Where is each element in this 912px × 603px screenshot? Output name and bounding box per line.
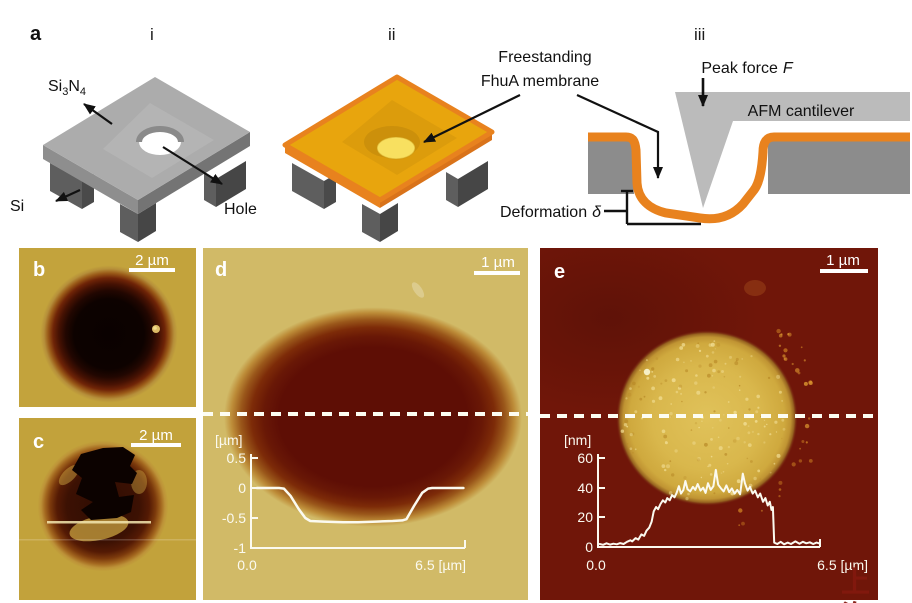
si-leg	[50, 163, 82, 209]
height-profile-line	[255, 486, 465, 524]
si-leg-side	[216, 161, 246, 207]
deformation-label: Deformation δ	[500, 204, 602, 221]
height-profile-chart-d: [µm] 0.5 0 -0.5 -1 0.0 6.5 [µm]	[215, 432, 466, 573]
afm-image-c: c 2 µm	[19, 418, 196, 600]
background-smudge	[744, 280, 766, 296]
afm-image-b: b 2 µm	[19, 248, 196, 407]
panel-c-label: c	[33, 431, 44, 453]
scale-bar	[131, 443, 181, 447]
scale-bar-label: 2 µm	[139, 427, 173, 444]
si3n4-arrow	[83, 103, 113, 125]
si-leg-side	[324, 174, 336, 209]
membrane-covered-hole	[221, 305, 525, 529]
membrane-label-line1: Freestanding	[498, 49, 591, 66]
si-leg	[120, 204, 138, 242]
y-tick-label: -1	[234, 540, 247, 556]
peak-force-label: Peak force F	[701, 60, 793, 77]
membrane-arrow-to-iii	[576, 93, 663, 179]
scale-bar	[129, 268, 175, 272]
freestanding-membrane-area	[376, 136, 416, 160]
schematic-i-label: i	[150, 25, 154, 44]
bright-particle	[643, 368, 651, 376]
y-axis-unit-label: [nm]	[564, 432, 591, 448]
membrane-cross-section	[588, 132, 910, 224]
panel-b-label: b	[33, 259, 45, 281]
scale-bar-label: 1 µm	[826, 252, 860, 269]
nitride-slab-front-left	[43, 145, 138, 214]
afm-image-d: d 1 µm [µm] 0.5 0 -0.5 -1 0.0 6.5 [µm]	[203, 248, 528, 600]
hole-opening	[139, 129, 181, 155]
x-start-label: 0.0	[237, 557, 257, 573]
torn-membrane-opening	[72, 447, 137, 520]
debris-highlight	[153, 326, 157, 330]
hole-rim	[136, 126, 184, 143]
si3n4-label: Si3N4	[48, 78, 86, 98]
si-leg-side	[380, 203, 398, 242]
chip-schematic-ii: Freestanding FhuA membrane	[282, 49, 663, 242]
scale-bar-label: 2 µm	[135, 252, 169, 269]
panel-a-label: a	[30, 23, 42, 45]
height-profile-chart-e: [nm] 60 40 20 0 0.0 6.5 [µm]	[564, 432, 868, 573]
height-profile-line	[598, 468, 821, 546]
chart-axes	[250, 454, 466, 549]
membrane-arrow-to-ii	[423, 94, 521, 143]
membrane-label-line2: FhuA membrane	[481, 73, 599, 90]
x-end-label: 6.5 [µm]	[817, 557, 868, 573]
substrate-left	[588, 141, 634, 194]
y-tick-label: 0	[238, 480, 246, 496]
membrane-edge-debris-ring	[738, 328, 813, 527]
watermark: 上海	[841, 567, 871, 603]
scale-bar	[820, 269, 868, 273]
scan-line-artifact	[19, 539, 196, 541]
y-tick-label: -0.5	[222, 510, 246, 526]
y-tick-label: 20	[577, 509, 593, 525]
panel-d-label: d	[215, 259, 227, 281]
scale-bar-label: 1 µm	[481, 254, 515, 271]
afm-cantilever-tip	[675, 92, 910, 208]
membrane-speckle-texture	[620, 340, 786, 501]
panel-a-schematics: a i ii iii Si3N4 Si Hole	[10, 23, 910, 242]
y-tick-label: 0	[585, 539, 593, 555]
cross-section-schematic-iii: Peak force F AFM cantilever Deformation δ	[500, 60, 910, 226]
si-label: Si	[10, 198, 24, 215]
si-leg-side	[458, 161, 488, 207]
si-leg	[362, 204, 380, 242]
membrane-covered-hole	[39, 264, 179, 404]
x-end-label: 6.5 [µm]	[415, 557, 466, 573]
scan-line-artifact	[47, 521, 151, 524]
panel-e-label: e	[554, 261, 565, 283]
surface-scratch	[411, 282, 425, 298]
afm-image-e: e 1 µm [nm] 60 40 20 0 0.0 6.5 [µm]	[540, 248, 878, 600]
si-leg-side	[138, 203, 156, 242]
nitride-slab-front-right	[138, 132, 250, 214]
y-axis-unit-label: [µm]	[215, 432, 243, 448]
y-tick-label: 40	[577, 480, 593, 496]
y-tick-label: 0.5	[227, 450, 247, 466]
hole-arrow	[162, 146, 223, 185]
schematic-iii-label: iii	[694, 25, 705, 44]
afm-cantilever-label: AFM cantilever	[748, 103, 855, 120]
y-tick-label: 60	[577, 450, 593, 466]
si-arrow	[55, 189, 81, 202]
scale-bar	[474, 271, 520, 275]
substrate-right	[768, 141, 910, 194]
si-leg	[446, 172, 458, 207]
si-leg	[292, 163, 324, 209]
schematic-ii-label: ii	[388, 25, 396, 44]
x-start-label: 0.0	[586, 557, 606, 573]
deformation-bracket	[604, 189, 701, 226]
hole-label: Hole	[224, 201, 257, 218]
chip-schematic-i: Si3N4 Si Hole	[10, 77, 257, 242]
